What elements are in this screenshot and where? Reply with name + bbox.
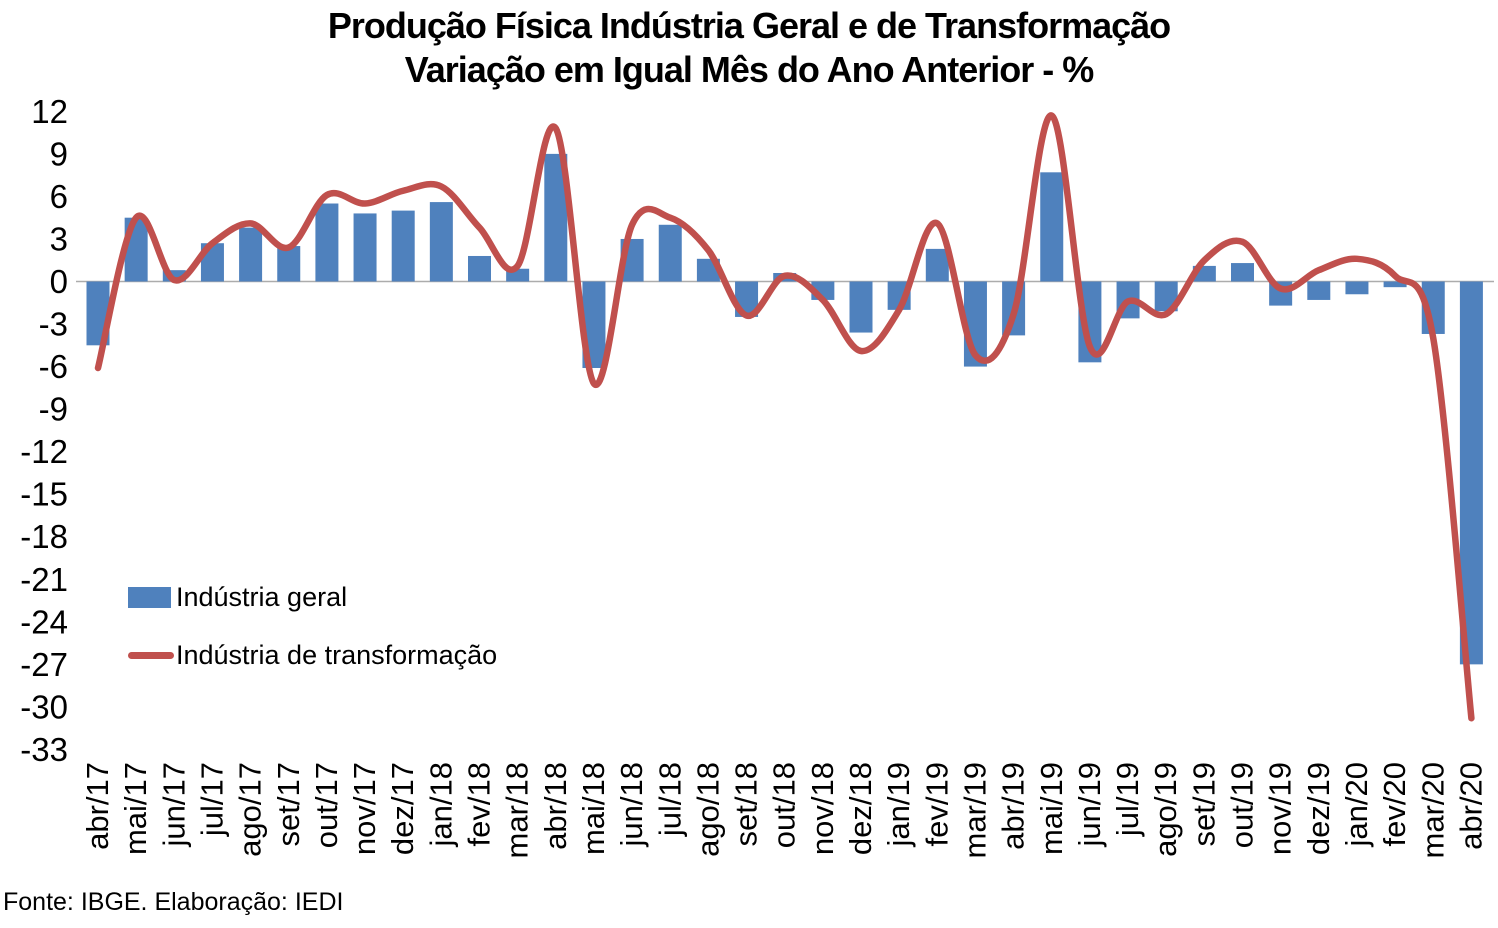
- bar-jun/17: [162, 270, 186, 282]
- x-axis-label: set/18: [729, 762, 764, 846]
- bar-fev/18: [468, 255, 491, 282]
- y-axis-label: -15: [20, 476, 68, 513]
- x-axis-label: jan/19: [881, 762, 916, 847]
- y-axis-label: 3: [50, 220, 68, 257]
- y-axis-label: 12: [31, 93, 68, 130]
- legend-label-industria-geral: Indústria geral: [176, 582, 348, 612]
- legend-label-industria-transformacao: Indústria de transformação: [176, 640, 498, 670]
- x-axis-label: ago/17: [233, 762, 268, 857]
- bar-ago/17: [239, 227, 263, 282]
- x-axis-label: abr/18: [538, 762, 573, 850]
- x-axis-label: mar/18: [500, 762, 535, 858]
- bar-jan/18: [429, 202, 453, 282]
- y-axis-label: -30: [20, 688, 68, 725]
- y-axis-label: 6: [50, 178, 68, 215]
- x-axis-label: out/18: [767, 762, 802, 848]
- chart-title: Produção Física Indústria Geral e de Tra…: [0, 4, 1498, 92]
- x-axis-label: nov/17: [347, 762, 382, 855]
- x-axis-label: mar/20: [1415, 762, 1450, 858]
- x-axis-label: fev/19: [919, 762, 954, 846]
- legend-item-industria-transformacao: Indústria de transformação: [128, 640, 497, 671]
- bar-jun/19: [1078, 281, 1102, 363]
- y-axis-label: -3: [39, 306, 68, 343]
- trend-line-industria-transformacao: [94, 112, 1475, 722]
- bar-fev/19: [925, 248, 949, 282]
- x-axis-label: dez/19: [1301, 762, 1336, 855]
- bar-jan/20: [1345, 281, 1369, 295]
- x-axis-label: abr/17: [80, 762, 115, 850]
- x-axis-label: out/19: [1225, 762, 1260, 848]
- x-axis-label: nov/19: [1263, 762, 1298, 855]
- x-axis-label: out/17: [309, 762, 344, 848]
- bar-mai/19: [1040, 172, 1064, 282]
- x-axis-label: jul/17: [194, 762, 229, 837]
- bar-fev/20: [1383, 281, 1407, 288]
- x-axis-label: jun/18: [614, 762, 649, 847]
- x-axis-label: jun/19: [1072, 762, 1107, 847]
- x-axis-label: dez/17: [385, 762, 420, 855]
- bar-abr/18: [544, 153, 568, 282]
- source-note: Fonte: IBGE. Elaboração: IEDI: [3, 888, 344, 916]
- x-axis-label: jun/17: [156, 762, 191, 847]
- x-axis-label: set/17: [271, 762, 306, 846]
- y-axis-label: -21: [20, 561, 68, 598]
- x-axis-label: jan/18: [423, 762, 458, 847]
- legend-item-industria-geral: Indústria geral: [128, 582, 497, 613]
- x-axis-label: mai/17: [118, 762, 153, 855]
- bar-series-swatch: [128, 587, 171, 608]
- bar-dez/19: [1307, 281, 1331, 300]
- y-axis-label: -24: [20, 603, 68, 640]
- y-axis-label: 0: [50, 263, 68, 300]
- x-axis-label: ago/18: [690, 762, 725, 857]
- chart-legend: Indústria geral Indústria de transformaç…: [128, 582, 497, 671]
- bar-dez/17: [391, 210, 415, 282]
- bar-dez/18: [849, 281, 873, 333]
- x-axis-label: mar/19: [957, 762, 992, 858]
- x-axis-label: fev/20: [1377, 762, 1412, 846]
- bar-out/17: [315, 203, 339, 282]
- x-axis-label: fev/18: [462, 762, 497, 846]
- x-axis-label: set/19: [1186, 762, 1221, 846]
- bar-abr/20: [1459, 281, 1483, 665]
- y-axis-label: -6: [39, 348, 68, 385]
- y-axis-label: -18: [20, 518, 68, 555]
- x-axis-label: abr/20: [1453, 762, 1488, 850]
- x-axis-label: ago/19: [1148, 762, 1183, 857]
- bar-nov/17: [353, 213, 377, 282]
- x-axis-label: jul/18: [652, 762, 687, 837]
- x-axis-label: jan/20: [1339, 762, 1374, 847]
- y-axis-label: -33: [20, 731, 68, 768]
- y-axis-label: -27: [20, 646, 68, 683]
- y-axis-label: -9: [39, 391, 68, 428]
- chart-title-line2: Variação em Igual Mês do Ano Anterior - …: [404, 49, 1095, 90]
- x-axis-label: mai/19: [1034, 762, 1069, 855]
- bar-jul/18: [658, 224, 682, 282]
- x-axis-label: mai/18: [576, 762, 611, 855]
- chart-title-line1: Produção Física Indústria Geral e de Tra…: [327, 5, 1171, 46]
- y-axis-label: -12: [20, 433, 68, 470]
- bar-out/19: [1231, 263, 1254, 282]
- line-series-swatch: [128, 652, 174, 659]
- bar-set/17: [277, 246, 301, 282]
- y-axis-label: 9: [50, 135, 68, 172]
- x-axis-label: dez/18: [843, 762, 878, 855]
- x-axis-label: nov/18: [805, 762, 840, 855]
- x-axis-label: jul/19: [1110, 762, 1145, 837]
- x-axis-label: abr/19: [996, 762, 1031, 850]
